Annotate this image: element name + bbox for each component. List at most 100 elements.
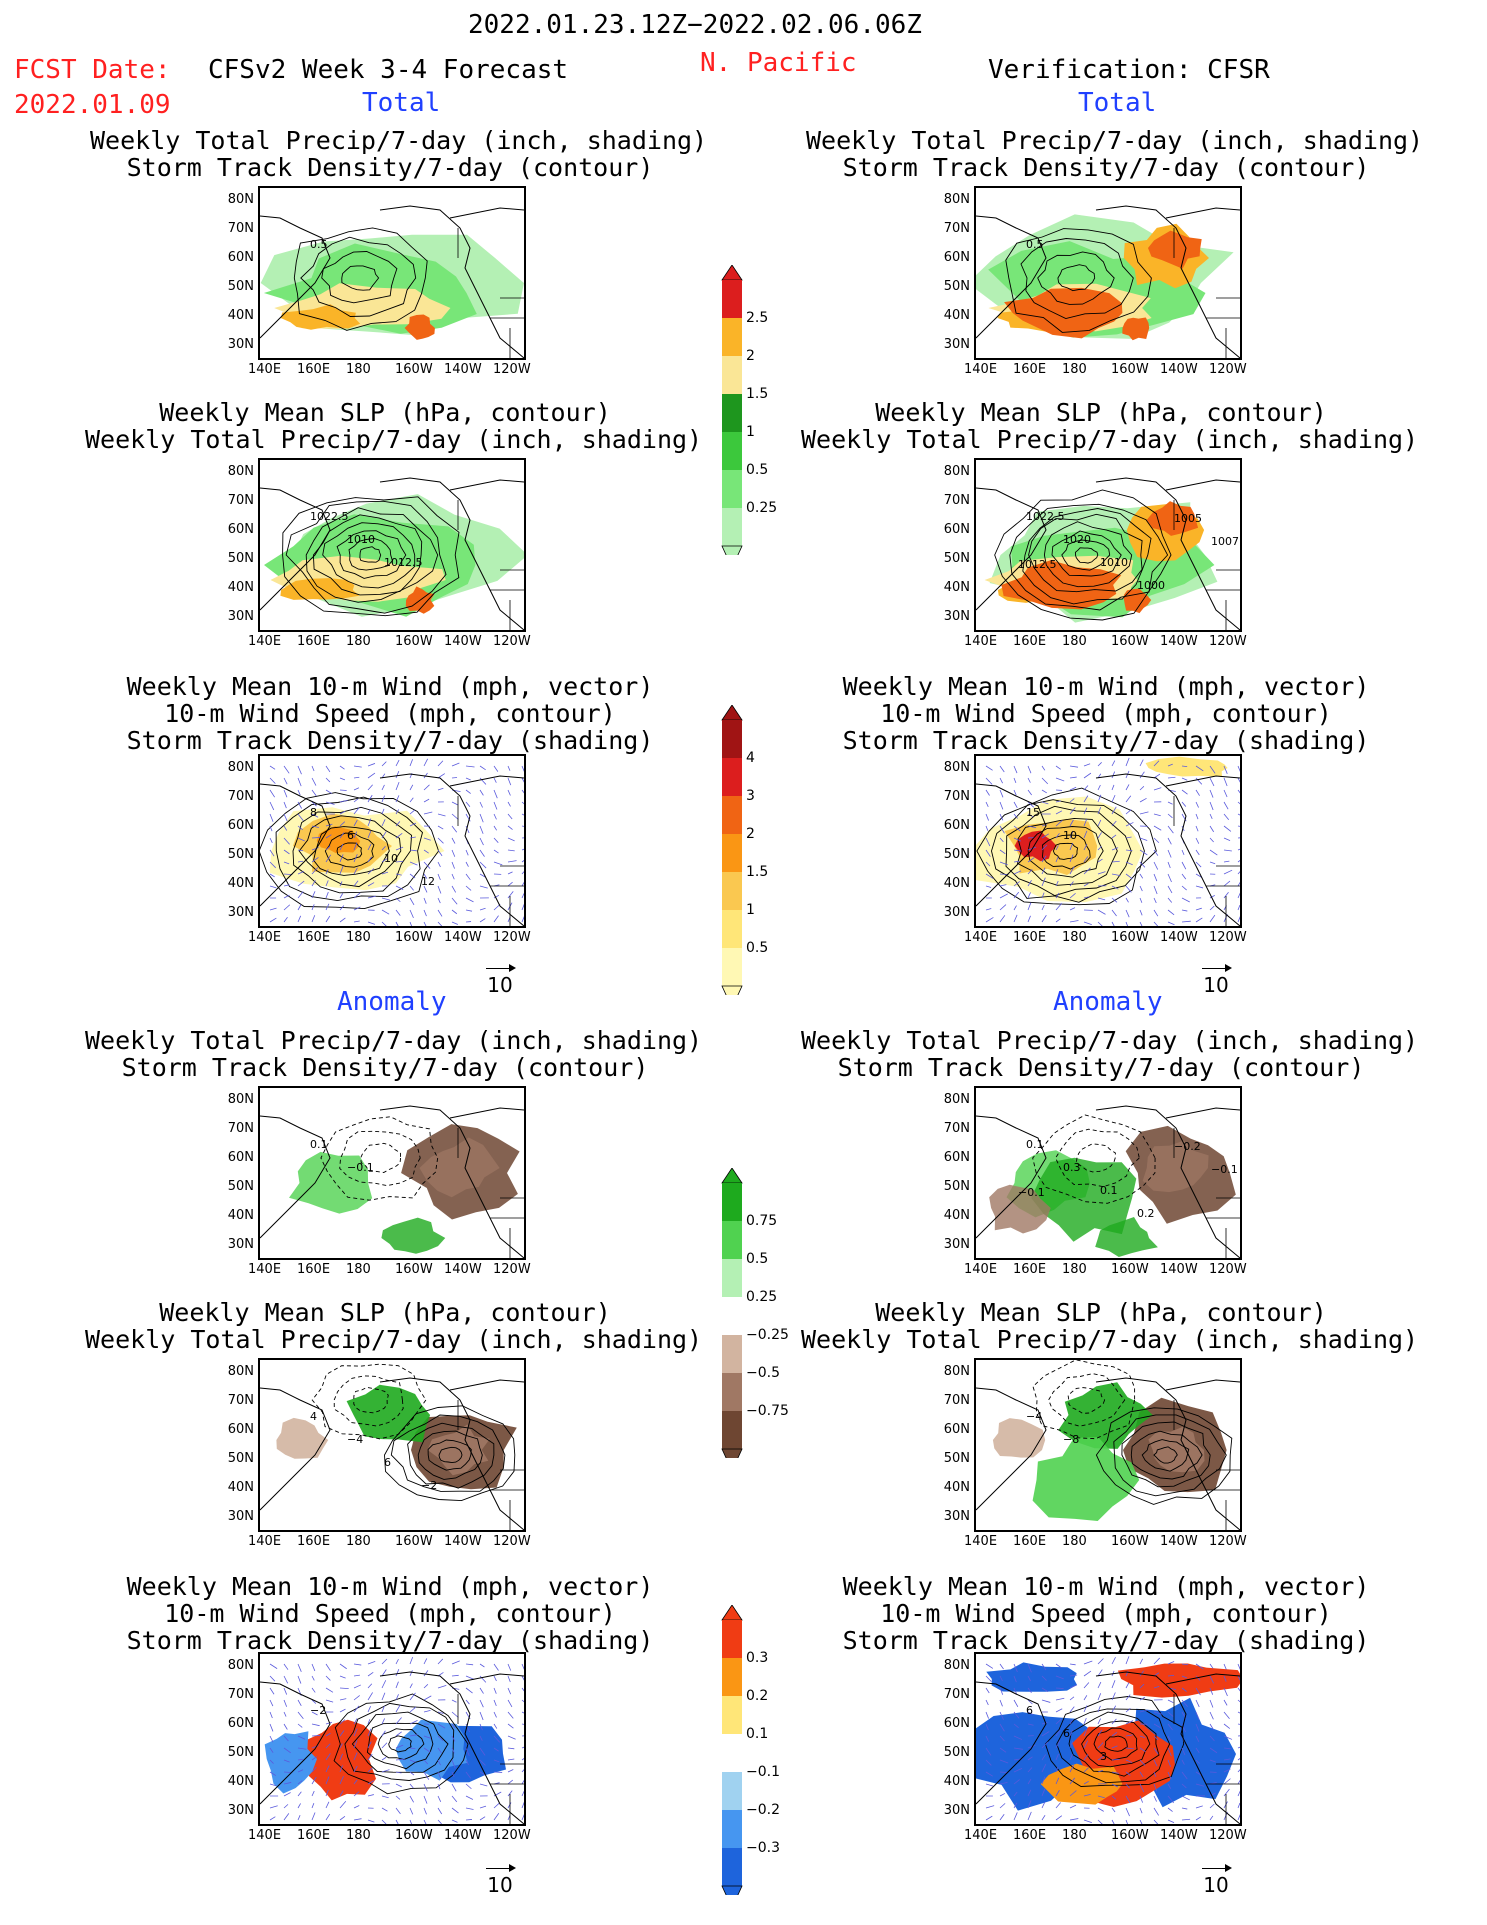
wind-vector (1097, 909, 1106, 915)
contour-line (1056, 1708, 1171, 1784)
wind-vector (1139, 909, 1143, 916)
wind-vector (521, 765, 524, 772)
wind-vector (395, 1758, 405, 1761)
wind-vector (423, 784, 430, 791)
contour-label: 1005 (1174, 512, 1202, 525)
asia-coastline (976, 1387, 1047, 1511)
wind-vector (985, 1815, 993, 1821)
lon-label: 140W (1160, 930, 1198, 945)
colorbar-segment (722, 1297, 742, 1335)
lon-label: 140W (1160, 1262, 1198, 1277)
contour-label: 6 (1026, 1704, 1033, 1717)
contour-line (324, 832, 375, 868)
wind-vector (339, 1698, 347, 1701)
wind-vector (1209, 837, 1214, 843)
contour-line (1104, 1735, 1128, 1752)
wind-vector (1013, 1735, 1023, 1740)
lon-label: 120W (493, 930, 531, 945)
lat-label: 60N (943, 1150, 970, 1165)
contour-label: 1012.5 (1018, 558, 1057, 571)
precip-shade (404, 314, 435, 340)
wind-vector (1041, 915, 1047, 923)
wind-vector (1083, 1660, 1093, 1665)
contour-label: 0.1 (1026, 1138, 1044, 1151)
wind-vector (1083, 1740, 1089, 1749)
wind-vector (1153, 1711, 1163, 1715)
wind-vector (1223, 1747, 1232, 1750)
lon-label: 160W (1111, 1534, 1149, 1549)
wind-vector (311, 765, 315, 772)
wind-vector (1139, 1783, 1145, 1793)
wind-vector (507, 1723, 514, 1729)
lat-label: 30N (227, 905, 254, 920)
panel-title: Weekly Total Precip/7-day (inch, shading… (85, 1026, 703, 1082)
wind-vector (1055, 765, 1061, 770)
lat-label: 70N (227, 1393, 254, 1408)
wind-vector (1139, 1747, 1146, 1753)
wind-vector (1041, 824, 1048, 827)
wind-vector (521, 789, 524, 794)
wind-vector (1027, 1663, 1032, 1673)
wind-vector (1125, 1795, 1131, 1804)
wind-vector (1195, 1699, 1200, 1708)
wind-vector (1041, 765, 1046, 771)
wind-vector (507, 881, 513, 887)
wind-vector (1237, 1699, 1240, 1703)
wind-vector (437, 1795, 442, 1803)
contour-label: −2 (310, 1704, 326, 1717)
arctic-coastline (449, 1673, 524, 1685)
alaska-coastline (1095, 1377, 1240, 1530)
wind-vector (1097, 1742, 1104, 1749)
wind-vector (1069, 854, 1074, 863)
wind-vector (1223, 869, 1233, 875)
wind-vector (381, 1756, 387, 1761)
wind-vector (493, 894, 500, 899)
state-borders (1206, 1763, 1240, 1824)
wind-vector (1055, 1767, 1059, 1773)
wind-vector (1153, 1759, 1158, 1767)
wind-vector (1195, 1675, 1201, 1681)
vector-reference: 10 (480, 1863, 520, 1897)
wind-vector (269, 849, 275, 857)
wind-vector (367, 1767, 373, 1773)
contour-line (1041, 834, 1091, 870)
wind-vector (395, 1795, 401, 1800)
lat-label: 30N (227, 1803, 254, 1818)
wind-vector (409, 861, 418, 866)
state-borders (490, 1469, 524, 1530)
wind-vector (1195, 1711, 1200, 1720)
wind-vector (1209, 813, 1213, 819)
wind-vector (325, 880, 329, 887)
contour-line (348, 538, 393, 571)
contour-label: −8 (1063, 1433, 1079, 1446)
wind-vector (367, 1692, 373, 1701)
wind-vector (283, 1747, 291, 1754)
colorbar-label: 3 (746, 788, 755, 804)
wind-vector (353, 854, 358, 863)
wind-vector (999, 1781, 1008, 1785)
lat-label: 50N (227, 1451, 254, 1466)
contour-label: 10 (1063, 829, 1077, 842)
wind-vector (521, 1687, 524, 1692)
lon-label: 180 (346, 1534, 371, 1549)
wind-vector (1055, 1777, 1060, 1785)
wind-vector (283, 1711, 287, 1717)
wind-vector (437, 760, 444, 767)
wind-vector (1041, 1741, 1049, 1749)
wind-vector (1125, 1720, 1134, 1725)
wind-vector (409, 1783, 414, 1789)
wind-vector (1027, 902, 1032, 911)
contour-line (1141, 1439, 1190, 1472)
wind-vector (1237, 904, 1240, 911)
wind-vector (1153, 1819, 1159, 1824)
wind-vector (437, 909, 443, 917)
wind-vector (493, 777, 497, 783)
wind-vector (1195, 1663, 1204, 1670)
wind-vector (283, 1699, 288, 1707)
wind-vector (1125, 1694, 1131, 1701)
wind-vector (423, 1684, 429, 1689)
wind-vector (1041, 855, 1047, 863)
wind-vector (339, 893, 344, 899)
panel-title: Weekly Mean 10-m Wind (mph, vector) 10-m … (126, 672, 654, 755)
